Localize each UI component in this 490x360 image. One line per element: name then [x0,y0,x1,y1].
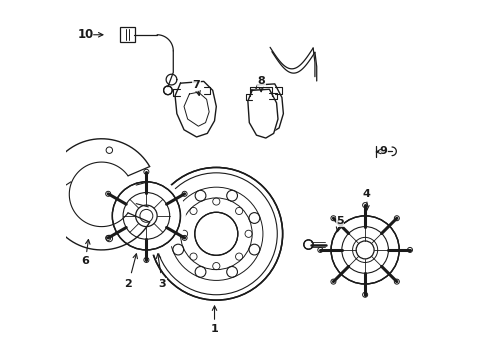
Text: 5: 5 [336,216,344,226]
Polygon shape [248,89,278,138]
Circle shape [112,182,180,250]
Circle shape [331,216,399,284]
Circle shape [164,86,172,95]
Text: 8: 8 [257,76,265,86]
Circle shape [150,167,283,300]
Text: 2: 2 [124,279,132,289]
Text: 4: 4 [363,189,371,199]
Circle shape [107,176,186,255]
Text: 1: 1 [211,324,219,334]
FancyBboxPatch shape [120,27,135,42]
Circle shape [195,212,238,255]
Polygon shape [46,139,149,250]
Circle shape [304,240,313,249]
Text: 7: 7 [193,80,200,90]
Text: 3: 3 [159,279,166,289]
Text: 10: 10 [77,28,94,41]
Text: 9: 9 [379,146,387,156]
Circle shape [324,209,406,291]
Polygon shape [253,84,283,133]
Text: 6: 6 [81,256,89,266]
